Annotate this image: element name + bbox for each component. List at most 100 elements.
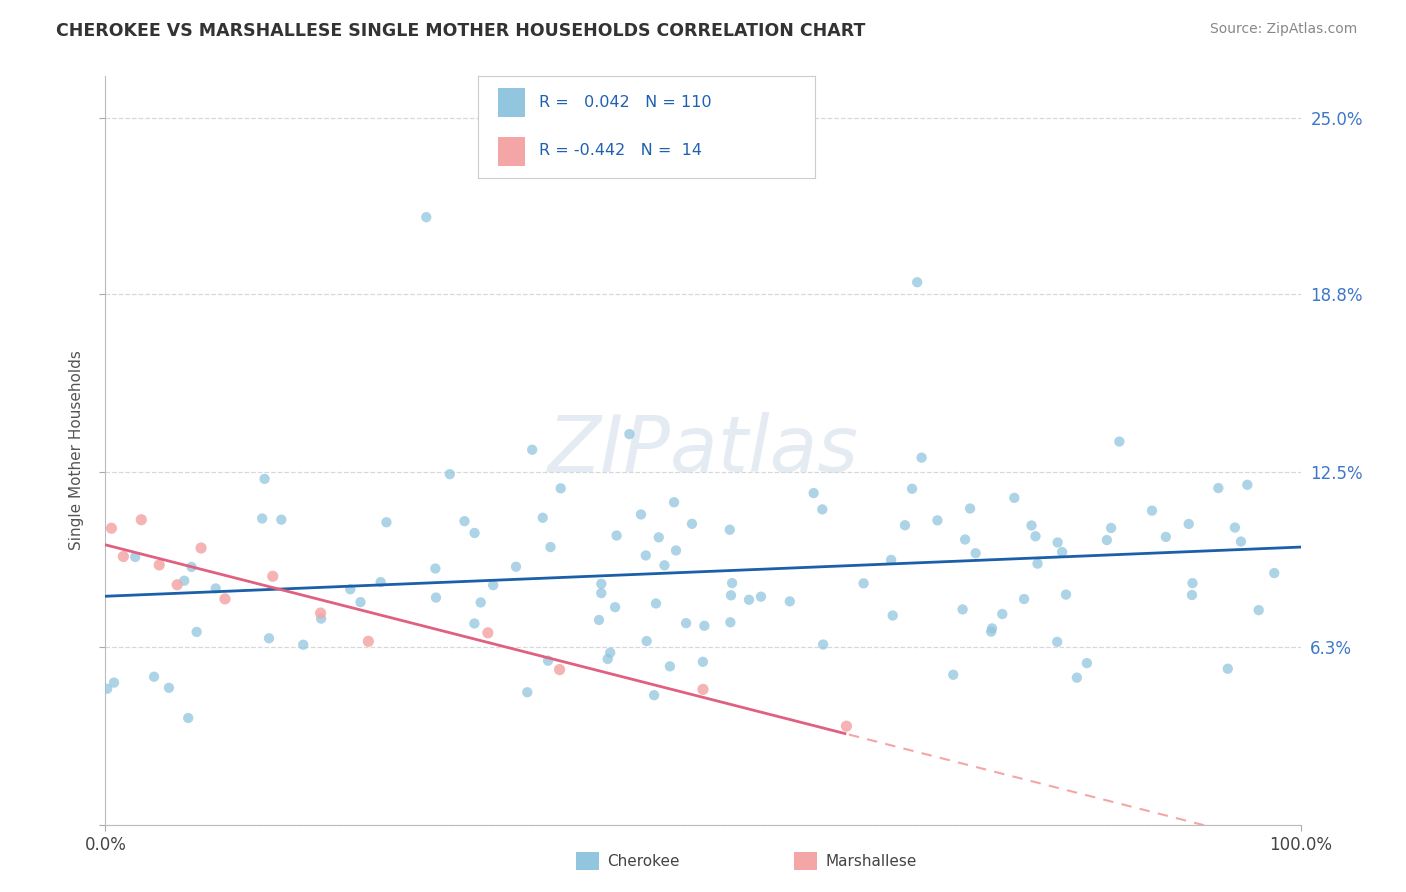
Point — [749, 590, 772, 604]
Point — [309, 606, 332, 620]
Point — [645, 597, 668, 611]
Point — [811, 502, 834, 516]
Point — [721, 576, 744, 591]
Point — [1181, 576, 1204, 591]
Point — [803, 486, 825, 500]
Point — [1012, 592, 1035, 607]
Point — [1024, 529, 1046, 543]
Point — [537, 654, 560, 668]
Point — [643, 688, 665, 702]
Point — [681, 516, 703, 531]
Point — [720, 588, 742, 602]
Point — [112, 549, 135, 564]
Point — [463, 616, 485, 631]
Point — [1021, 518, 1043, 533]
Point — [959, 501, 981, 516]
Point — [173, 574, 195, 588]
Point — [630, 508, 652, 522]
Point — [439, 467, 461, 482]
Point — [654, 558, 676, 573]
Point — [477, 625, 499, 640]
Text: Marshallese: Marshallese — [825, 855, 917, 869]
Point — [901, 482, 924, 496]
Point — [965, 546, 987, 560]
Point — [516, 685, 538, 699]
Point — [1066, 671, 1088, 685]
Point — [658, 659, 681, 673]
Point — [453, 514, 475, 528]
Point — [464, 525, 486, 540]
Point — [550, 481, 572, 495]
Point — [505, 559, 527, 574]
Point — [718, 523, 741, 537]
Point — [648, 530, 671, 544]
Point — [1230, 534, 1253, 549]
Point — [991, 607, 1014, 621]
Point — [1046, 535, 1069, 549]
Text: R = -0.442   N =  14: R = -0.442 N = 14 — [538, 144, 702, 158]
Point — [1054, 588, 1077, 602]
Point — [599, 646, 621, 660]
Point — [166, 578, 188, 592]
Point — [1099, 521, 1122, 535]
Point — [1236, 477, 1258, 491]
Point — [548, 663, 571, 677]
Point — [143, 670, 166, 684]
Point — [910, 450, 932, 465]
Point — [1095, 533, 1118, 547]
Point — [190, 541, 212, 555]
Point — [852, 576, 875, 591]
Point — [1177, 516, 1199, 531]
Point — [1154, 530, 1177, 544]
Y-axis label: Single Mother Households: Single Mother Households — [69, 351, 84, 550]
Point — [952, 602, 974, 616]
Point — [470, 595, 492, 609]
Point — [1208, 481, 1230, 495]
Point — [257, 632, 280, 646]
Point — [981, 621, 1004, 635]
Point — [835, 719, 858, 733]
Point — [636, 634, 658, 648]
Point — [292, 638, 315, 652]
Point — [1216, 662, 1239, 676]
Text: CHEROKEE VS MARSHALLESE SINGLE MOTHER HOUSEHOLDS CORRELATION CHART: CHEROKEE VS MARSHALLESE SINGLE MOTHER HO… — [56, 22, 866, 40]
Point — [270, 513, 292, 527]
Point — [980, 624, 1002, 639]
Point — [662, 495, 685, 509]
Point — [779, 594, 801, 608]
Point — [927, 513, 949, 527]
Point — [894, 518, 917, 533]
Point — [588, 613, 610, 627]
Point — [1026, 557, 1049, 571]
Text: ZIPatlas: ZIPatlas — [547, 412, 859, 489]
Point — [148, 558, 170, 572]
Point — [953, 533, 976, 547]
Point — [811, 638, 834, 652]
Point — [634, 549, 657, 563]
Point — [1002, 491, 1025, 505]
Point — [357, 634, 380, 648]
FancyBboxPatch shape — [498, 137, 526, 166]
Point — [339, 582, 361, 597]
Point — [309, 612, 332, 626]
Point — [370, 575, 392, 590]
Point — [415, 210, 437, 224]
Point — [157, 681, 180, 695]
Point — [214, 591, 236, 606]
Point — [1140, 503, 1163, 517]
Point — [905, 275, 928, 289]
Point — [124, 549, 146, 564]
Point — [591, 586, 613, 600]
Point — [1046, 635, 1069, 649]
Point — [718, 615, 741, 630]
Point — [675, 616, 697, 631]
Point — [603, 600, 626, 615]
Point — [425, 561, 447, 575]
Point — [522, 442, 544, 457]
Point — [204, 582, 226, 596]
Point — [262, 569, 284, 583]
Point — [880, 553, 903, 567]
Text: Source: ZipAtlas.com: Source: ZipAtlas.com — [1209, 22, 1357, 37]
Point — [250, 511, 273, 525]
Point — [180, 560, 202, 574]
